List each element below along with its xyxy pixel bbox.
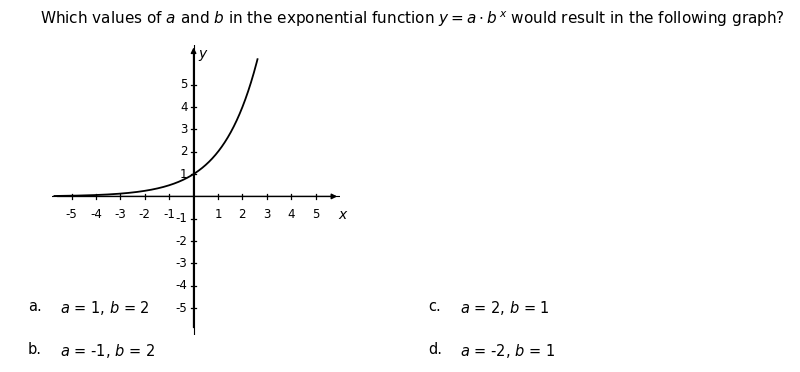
Text: 1: 1 (180, 168, 187, 180)
Text: b.: b. (28, 342, 42, 357)
Text: c.: c. (428, 299, 441, 314)
Text: a.: a. (28, 299, 42, 314)
Text: y: y (198, 47, 206, 61)
Text: 3: 3 (180, 123, 187, 136)
Text: -5: -5 (176, 302, 187, 314)
Text: 2: 2 (180, 145, 187, 158)
Text: 4: 4 (287, 208, 295, 221)
Text: -5: -5 (66, 208, 78, 221)
Text: 1: 1 (214, 208, 222, 221)
Text: Which values of $\mathit{a}$ and $\mathit{b}$ in the exponential function $y = a: Which values of $\mathit{a}$ and $\mathi… (40, 9, 785, 29)
Text: $\mathit{a}$ = 2, $\mathit{b}$ = 1: $\mathit{a}$ = 2, $\mathit{b}$ = 1 (460, 299, 550, 317)
Text: 2: 2 (238, 208, 246, 221)
Text: -1: -1 (175, 212, 187, 225)
Text: $\mathit{a}$ = -2, $\mathit{b}$ = 1: $\mathit{a}$ = -2, $\mathit{b}$ = 1 (460, 342, 555, 360)
Text: -4: -4 (90, 208, 102, 221)
Text: $\mathit{a}$ = -1, $\mathit{b}$ = 2: $\mathit{a}$ = -1, $\mathit{b}$ = 2 (60, 342, 155, 360)
Text: $\mathit{a}$ = 1, $\mathit{b}$ = 2: $\mathit{a}$ = 1, $\mathit{b}$ = 2 (60, 299, 150, 317)
Text: -1: -1 (163, 208, 175, 221)
Text: -2: -2 (139, 208, 150, 221)
Text: 3: 3 (263, 208, 270, 221)
Text: 4: 4 (180, 101, 187, 113)
Text: 5: 5 (312, 208, 319, 221)
Text: -3: -3 (114, 208, 126, 221)
Text: d.: d. (428, 342, 442, 357)
Text: x: x (338, 208, 347, 222)
Text: -4: -4 (175, 279, 187, 292)
Text: 5: 5 (180, 78, 187, 91)
Text: -3: -3 (176, 257, 187, 270)
Text: -2: -2 (175, 235, 187, 247)
